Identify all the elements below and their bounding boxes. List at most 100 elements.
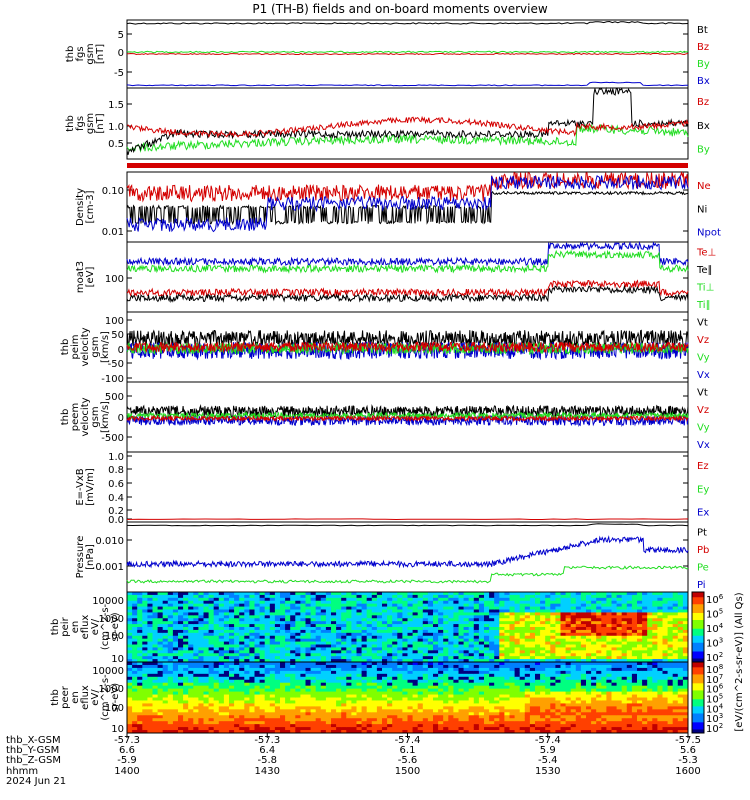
heatmap-cell: [422, 673, 429, 678]
heatmap-cell: [371, 682, 378, 687]
y-label-line: thb: [50, 689, 61, 706]
heatmap-cell: [172, 697, 179, 701]
heatmap-cell: [427, 676, 434, 681]
heatmap-cell: [545, 618, 551, 622]
heatmap-cell: [183, 650, 189, 654]
heatmap-cell: [468, 653, 475, 657]
heatmap-cell: [183, 718, 189, 722]
heatmap-cell: [305, 653, 312, 657]
heatmap-cell: [300, 709, 306, 713]
heatmap-cell: [550, 635, 556, 640]
heatmap-cell: [422, 659, 429, 663]
heatmap-cell: [167, 592, 174, 596]
y-tick-label: 0.8: [108, 465, 124, 476]
heatmap-cell: [269, 688, 276, 693]
heatmap-cell: [473, 612, 480, 616]
heatmap-cell: [626, 638, 633, 643]
heatmap-cell: [473, 603, 480, 608]
heatmap-cell: [647, 659, 653, 663]
heatmap-cell: [331, 638, 337, 643]
heatmap-cell: [433, 632, 439, 637]
heatmap-cell: [152, 606, 159, 610]
heatmap-cell: [218, 715, 225, 719]
heatmap-cell: [198, 600, 204, 605]
heatmap-cell: [290, 644, 296, 648]
heatmap-cell: [178, 659, 184, 663]
heatmap-cell: [601, 632, 607, 637]
heatmap-cell: [264, 694, 271, 698]
heatmap-cell: [422, 609, 429, 613]
heatmap-cell: [611, 647, 618, 651]
colorbar-tick-label: 105: [706, 608, 723, 621]
heatmap-cell: [458, 685, 465, 690]
heatmap-cell: [310, 615, 317, 619]
heatmap-cell: [550, 600, 556, 605]
heatmap-cell: [183, 641, 189, 645]
heatmap-cell: [315, 647, 322, 651]
heatmap-cell: [682, 653, 689, 657]
heatmap-cell: [407, 618, 414, 622]
heatmap-cell: [591, 603, 597, 608]
heatmap-cell: [336, 647, 342, 651]
heatmap-cell: [172, 721, 179, 725]
heatmap-cell: [473, 697, 480, 701]
heatmap-cell: [647, 621, 653, 625]
heatmap-cell: [565, 647, 572, 651]
heatmap-cell: [244, 641, 250, 645]
heatmap-cell: [397, 597, 403, 602]
heatmap-cell: [366, 712, 373, 716]
heatmap-cell: [631, 618, 638, 622]
heatmap-cell: [366, 697, 373, 701]
heatmap-cell: [591, 594, 597, 599]
heatmap-cell: [290, 624, 296, 628]
heatmap-cell: [570, 627, 577, 631]
heatmap-cell: [427, 638, 434, 643]
heatmap-cell: [540, 676, 546, 681]
heatmap-cell: [550, 670, 556, 675]
heatmap-cell: [183, 606, 189, 610]
heatmap-cell: [407, 653, 414, 657]
heatmap-cell: [402, 644, 408, 648]
heatmap-cell: [172, 618, 179, 622]
y-tick-label: 100: [105, 274, 124, 285]
heatmap-cell: [152, 673, 159, 678]
heatmap-cell: [382, 624, 388, 628]
heatmap-cell: [606, 656, 612, 660]
heatmap-cell: [346, 679, 352, 684]
heatmap-cell: [239, 603, 245, 608]
heatmap-cell: [269, 632, 276, 637]
heatmap-cell: [157, 727, 164, 731]
heatmap-cell: [494, 688, 500, 693]
heatmap-cell: [259, 600, 266, 605]
heatmap-cell: [682, 635, 689, 640]
heatmap-cell: [223, 600, 230, 605]
heatmap-cell: [433, 592, 439, 596]
heatmap-cell: [478, 688, 485, 693]
heatmap-cell: [555, 621, 561, 625]
heatmap-cell: [127, 638, 133, 643]
heatmap-cell: [524, 627, 531, 631]
heatmap-cell: [274, 688, 281, 693]
heatmap-cell: [514, 653, 521, 657]
heatmap-cell: [366, 597, 373, 602]
heatmap-cell: [366, 641, 373, 645]
heatmap-cell: [325, 653, 332, 657]
heatmap-cell: [509, 673, 516, 678]
heatmap-cell: [254, 706, 261, 710]
series-pt: [126, 523, 689, 527]
heatmap-cell: [545, 673, 551, 678]
heatmap-cell: [580, 624, 587, 628]
heatmap-cell: [325, 700, 332, 704]
heatmap-cell: [382, 703, 388, 707]
heatmap-cell: [229, 691, 235, 696]
heatmap-cell: [626, 624, 633, 628]
colorbar-step: [692, 628, 704, 631]
heatmap-cell: [280, 694, 286, 698]
heatmap-cell: [489, 685, 495, 690]
heatmap-cell: [438, 647, 444, 651]
heatmap-cell: [188, 659, 194, 663]
heatmap-cell: [371, 629, 378, 634]
heatmap-cell: [305, 592, 312, 596]
heatmap-cell: [295, 718, 301, 722]
heatmap-cell: [586, 592, 592, 596]
